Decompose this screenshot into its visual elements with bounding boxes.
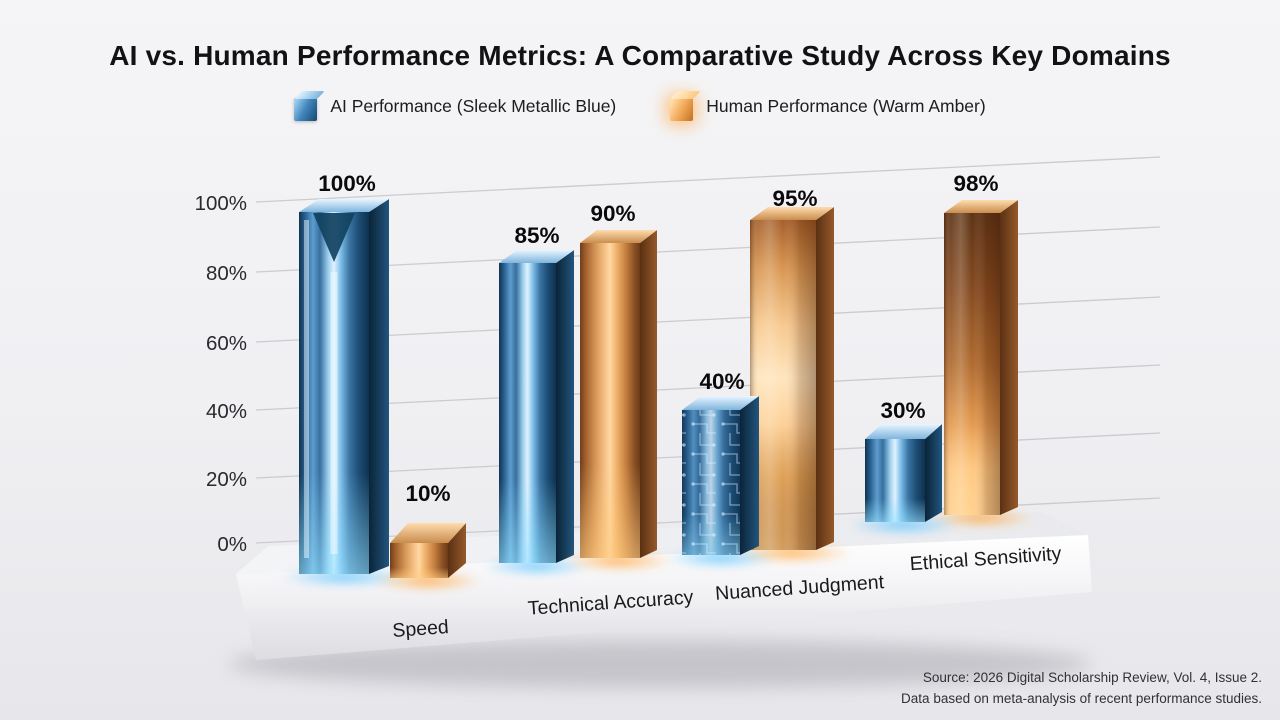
bar-side-face bbox=[925, 424, 942, 522]
bar-bottom-glow bbox=[580, 243, 640, 558]
bar-nuanced-judgment-ai: 40% bbox=[665, 369, 776, 569]
value-label-ethical-sensitivity-human: 98% bbox=[953, 171, 998, 196]
amber-cube-icon bbox=[670, 98, 694, 121]
bar-side-face bbox=[369, 199, 389, 574]
gridline bbox=[255, 226, 1161, 273]
bar-bottom-glow bbox=[499, 263, 556, 563]
value-label-technical-accuracy-ai: 85% bbox=[514, 223, 559, 248]
category-label-1: Speed bbox=[392, 616, 450, 642]
bar-side-face bbox=[640, 230, 657, 558]
legend-item-ai: AI Performance (Sleek Metallic Blue) bbox=[294, 92, 616, 121]
value-label-speed-ai: 100% bbox=[318, 171, 376, 196]
bar-top-face bbox=[865, 424, 942, 439]
bar-bottom-glow bbox=[390, 543, 448, 578]
bar-speed-human: 10% bbox=[373, 481, 483, 592]
bar-side-face bbox=[1000, 200, 1018, 515]
legend-item-human: Human Performance (Warm Amber) bbox=[670, 92, 986, 121]
bar-side-face bbox=[556, 250, 574, 563]
bar-top-face bbox=[580, 230, 657, 243]
bar-bottom-glow bbox=[865, 439, 925, 522]
bar-top-face bbox=[390, 523, 466, 543]
bars: 100% 10% 85% 90% 95% 40% 98% 30% bbox=[279, 171, 1035, 592]
value-label-nuanced-judgment-human: 95% bbox=[772, 186, 817, 211]
bar-metal-sheen bbox=[944, 213, 1000, 515]
gridline bbox=[255, 296, 1161, 343]
bar-top-face bbox=[299, 199, 389, 212]
bar-top-notch-facet bbox=[313, 213, 355, 262]
bar-metal-sheen bbox=[750, 220, 816, 550]
bar-circuit-texture bbox=[682, 410, 740, 555]
legend-label-human: Human Performance (Warm Amber) bbox=[706, 96, 986, 116]
gridline bbox=[255, 156, 1161, 203]
blue-cube-icon bbox=[294, 98, 318, 121]
source-line-1: Source: 2026 Digital Scholarship Review,… bbox=[922, 670, 1262, 686]
bar-technical-accuracy-ai: 85% bbox=[482, 223, 591, 577]
bar-ethical-sensitivity-ai: 30% bbox=[848, 398, 959, 536]
platform-shadow bbox=[228, 640, 1092, 688]
bar-ethical-sensitivity-human: 98% bbox=[927, 171, 1035, 529]
legend-label-ai: AI Performance (Sleek Metallic Blue) bbox=[330, 96, 617, 116]
y-tick-label: 40% bbox=[206, 400, 247, 423]
y-tick-label: 60% bbox=[206, 332, 247, 355]
bar-side-face bbox=[448, 523, 466, 578]
chart-title: AI vs. Human Performance Metrics: A Comp… bbox=[109, 40, 1171, 71]
bar-top-face bbox=[944, 200, 1018, 213]
y-tick-label: 0% bbox=[217, 533, 247, 556]
bar-top-face bbox=[499, 250, 574, 263]
bar-center-highlight bbox=[330, 272, 338, 554]
value-label-ethical-sensitivity-ai: 30% bbox=[880, 398, 925, 423]
source-note: Source: 2026 Digital Scholarship Review,… bbox=[901, 668, 1262, 710]
bar-top-face bbox=[682, 396, 759, 410]
y-tick-label: 20% bbox=[206, 468, 247, 491]
bar-top-face bbox=[750, 207, 834, 220]
bar-technical-accuracy-human: 90% bbox=[563, 201, 674, 572]
bar-side-face bbox=[816, 207, 834, 550]
bar-side-face bbox=[740, 396, 759, 555]
value-label-technical-accuracy-human: 90% bbox=[590, 201, 635, 226]
bar-speed-ai: 100% bbox=[279, 171, 409, 588]
bar-nuanced-judgment-human: 95% bbox=[731, 186, 853, 564]
bar-edge-highlight bbox=[304, 220, 309, 558]
value-label-nuanced-judgment-ai: 40% bbox=[699, 369, 744, 394]
y-tick-label: 80% bbox=[206, 262, 247, 285]
value-label-speed-human: 10% bbox=[405, 481, 450, 506]
legend: AI Performance (Sleek Metallic Blue) Hum… bbox=[0, 92, 1280, 121]
y-tick-label: 100% bbox=[195, 192, 247, 215]
source-line-2: Data based on meta-analysis of recent pe… bbox=[901, 691, 1262, 707]
